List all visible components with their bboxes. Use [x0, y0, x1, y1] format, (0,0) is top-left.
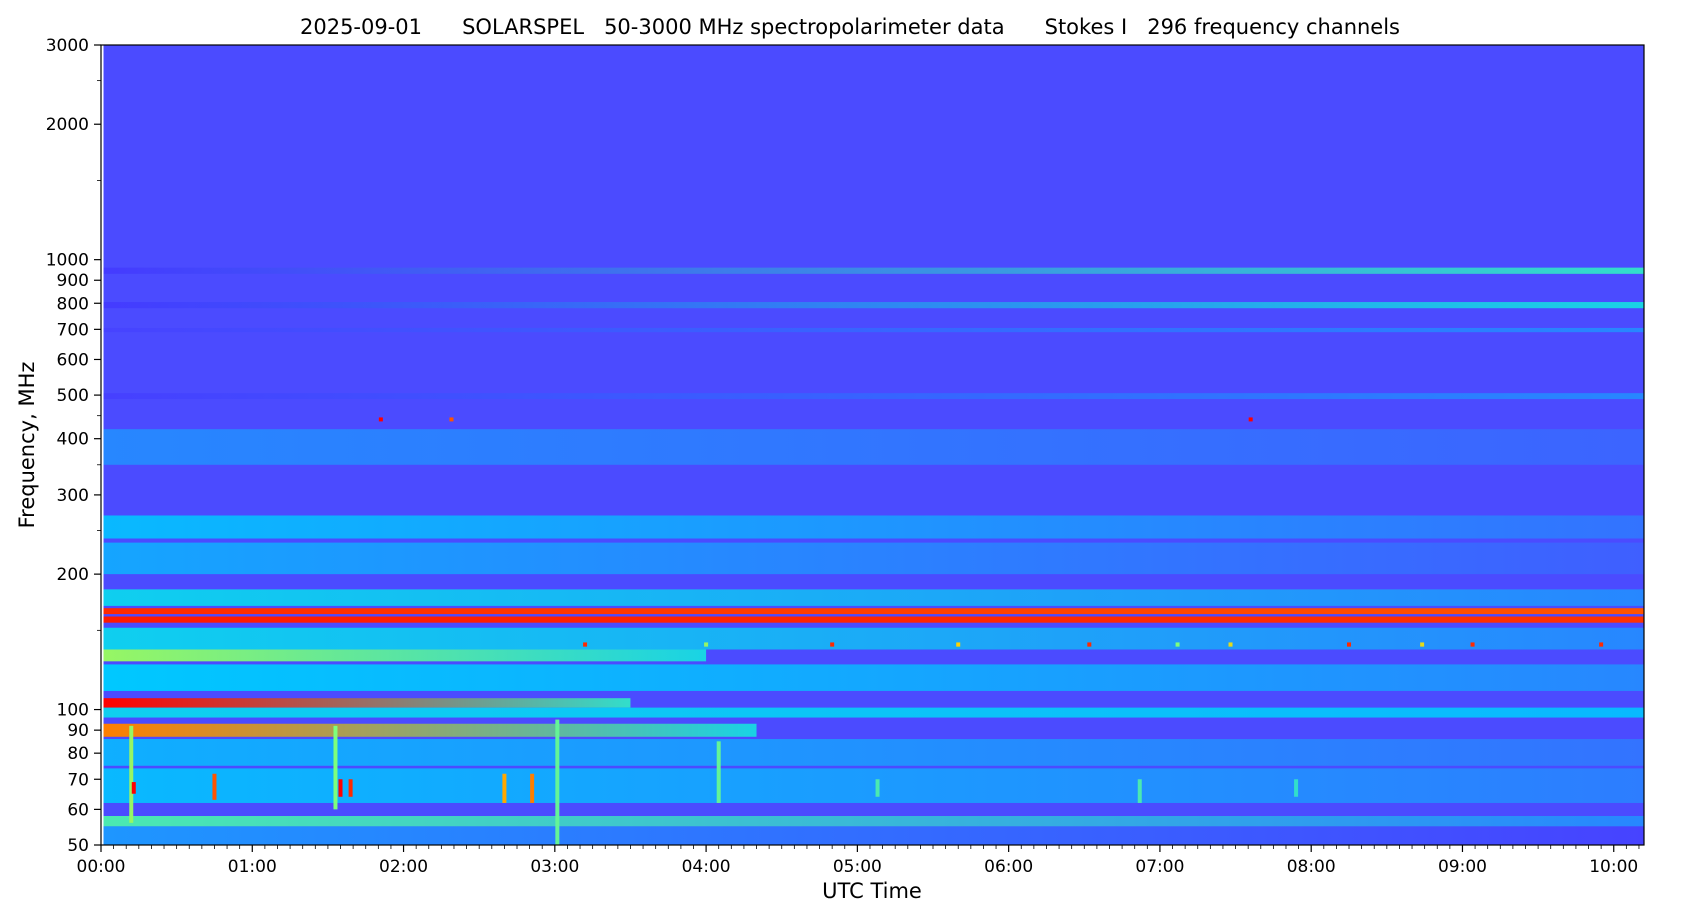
plot-frame — [100, 44, 1645, 846]
x-axis-label: UTC Time — [822, 879, 922, 903]
frequency-band — [103, 327, 1644, 333]
y-tick-label: 1000 — [46, 251, 89, 271]
radio-burst — [716, 741, 721, 803]
frequency-band — [103, 515, 1644, 539]
frequency-band — [103, 739, 1644, 766]
frequency-band — [103, 723, 757, 737]
radio-burst — [1175, 642, 1180, 647]
radio-burst — [555, 719, 560, 845]
radio-burst — [583, 642, 588, 647]
radio-burst — [1228, 642, 1233, 647]
x-tick-label: 03:00 — [530, 857, 579, 877]
radio-burst — [875, 779, 880, 797]
frequency-band — [103, 707, 1644, 718]
radio-burst — [131, 782, 136, 794]
frequency-band — [103, 589, 1644, 606]
frequency-band — [103, 393, 1644, 400]
frequency-band — [103, 826, 1644, 845]
x-tick-label: 10:00 — [1589, 857, 1638, 877]
y-tick-label: 60 — [67, 800, 89, 820]
x-axis: 00:00 01:00 02:00 03:00 04:00 05:00 06:00 07:00… — [77, 845, 1640, 877]
chart-title: 2025-09-01 SOLARSPEL 50-3000 MHz spectro… — [300, 15, 1400, 39]
y-tick-label: 400 — [57, 430, 89, 450]
radio-burst — [530, 773, 535, 803]
radio-burst — [1137, 779, 1142, 803]
x-tick-label: 07:00 — [1135, 857, 1184, 877]
y-tick-label: 800 — [57, 294, 89, 314]
y-tick-label: 50 — [67, 836, 89, 856]
x-tick-label: 04:00 — [682, 857, 731, 877]
frequency-band — [103, 649, 707, 662]
radio-burst — [1347, 642, 1352, 647]
y-tick-label: 70 — [67, 770, 89, 790]
y-tick-label: 200 — [57, 565, 89, 585]
radio-burst — [378, 417, 383, 422]
radio-burst — [338, 779, 343, 797]
x-tick-label: 00:00 — [77, 857, 126, 877]
frequency-band — [103, 608, 1644, 615]
x-tick-label: 08:00 — [1287, 857, 1336, 877]
frequency-band — [103, 627, 1644, 650]
frequency-band — [103, 698, 631, 708]
frequency-band — [103, 664, 1644, 691]
frequency-band — [103, 616, 1644, 623]
y-tick-label: 700 — [57, 320, 89, 340]
y-axis-label: Frequency, MHz — [15, 362, 39, 529]
x-tick-label: 01:00 — [228, 857, 277, 877]
frequency-band — [103, 816, 1644, 827]
y-tick-label: 500 — [57, 386, 89, 406]
x-tick-label: 02:00 — [379, 857, 428, 877]
x-tick-label: 06:00 — [984, 857, 1033, 877]
frequency-band — [103, 429, 1644, 465]
frequency-band — [103, 768, 1644, 803]
frequency-band — [103, 267, 1644, 274]
x-tick-label: 05:00 — [833, 857, 882, 877]
radio-burst — [502, 773, 507, 803]
radio-burst — [1087, 642, 1092, 647]
y-tick-label: 100 — [57, 701, 89, 721]
radio-burst — [1420, 642, 1425, 647]
y-tick-label: 2000 — [46, 115, 89, 135]
radio-burst — [212, 773, 217, 800]
radio-burst — [348, 779, 353, 797]
spectrogram-heatmap — [103, 45, 1644, 845]
radio-burst — [129, 725, 134, 823]
radio-burst — [830, 642, 835, 647]
y-tick-label: 3000 — [46, 36, 89, 56]
y-tick-label: 600 — [57, 350, 89, 370]
radio-burst — [449, 417, 454, 422]
radio-burst — [1248, 417, 1253, 422]
radio-burst — [1294, 779, 1299, 797]
radio-burst — [1599, 642, 1604, 647]
radio-burst — [704, 642, 709, 647]
y-tick-label: 900 — [57, 271, 89, 291]
y-tick-label: 90 — [67, 721, 89, 741]
y-tick-label: 80 — [67, 744, 89, 764]
radio-burst — [1470, 642, 1475, 647]
x-tick-label: 09:00 — [1438, 857, 1487, 877]
y-tick-label: 300 — [57, 486, 89, 506]
radio-burst — [333, 725, 338, 810]
frequency-band — [103, 542, 1644, 575]
radio-burst — [956, 642, 961, 647]
frequency-band — [103, 302, 1644, 309]
